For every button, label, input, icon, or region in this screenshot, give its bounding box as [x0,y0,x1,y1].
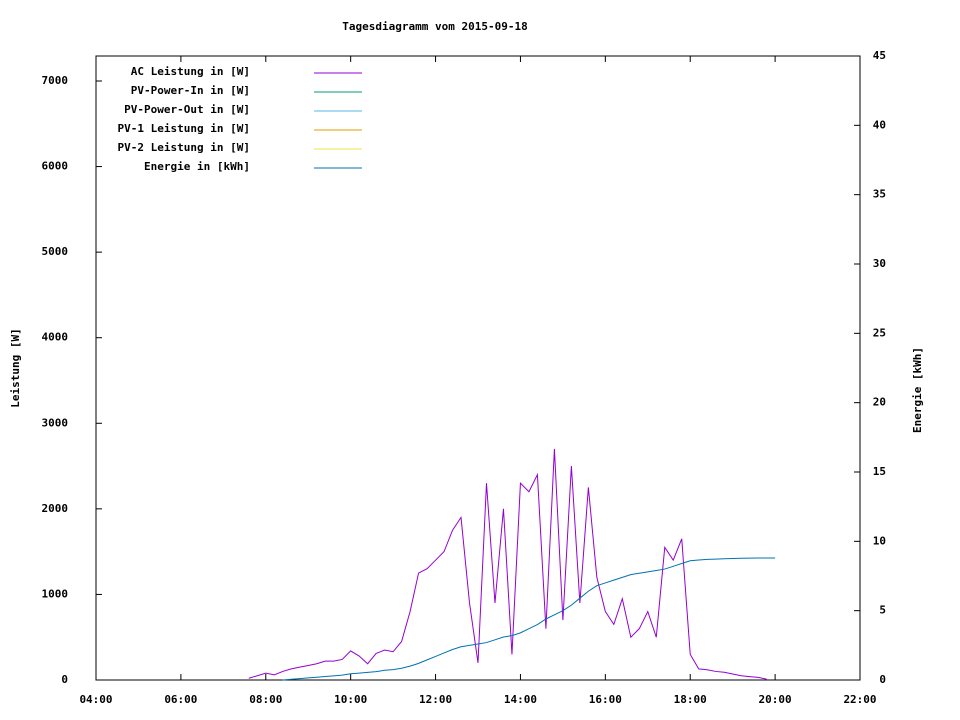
x-tick-label: 20:00 [759,693,792,706]
y2-tick-label: 30 [873,257,886,270]
series-line [248,448,767,680]
y-tick-label: 2000 [42,502,69,515]
y-tick-label: 5000 [42,245,69,258]
legend-label: Energie in [kWh] [144,160,250,173]
y-tick-label: 4000 [42,331,69,344]
legend-label: PV-Power-Out in [W] [124,103,250,116]
y-tick-label: 0 [61,673,68,686]
x-tick-label: 06:00 [164,693,197,706]
plot-frame [95,55,861,681]
x-tick-label: 14:00 [504,693,537,706]
y-tick-label: 3000 [42,416,69,429]
y2-tick-label: 40 [873,118,886,131]
legend-label: PV-Power-In in [W] [131,84,250,97]
x-tick-label: 12:00 [419,693,452,706]
y2-tick-label: 0 [879,673,886,686]
y2-tick-label: 35 [873,188,886,201]
x-tick-label: 16:00 [589,693,622,706]
series-line [282,557,776,681]
y-axis-label: Leistung [W] [9,328,22,407]
x-tick-label: 04:00 [79,693,112,706]
y-tick-label: 7000 [42,74,69,87]
y2-axis-label: Energie [kWh] [911,347,924,433]
x-tick-label: 10:00 [334,693,367,706]
y2-tick-label: 25 [873,326,886,339]
x-tick-label: 08:00 [249,693,282,706]
y-tick-label: 6000 [42,160,69,173]
legend-label: PV-2 Leistung in [W] [118,141,250,154]
x-tick-label: 18:00 [674,693,707,706]
legend-label: AC Leistung in [W] [131,65,250,78]
y2-tick-label: 20 [873,396,886,409]
y2-tick-label: 10 [873,534,886,547]
y2-tick-label: 15 [873,465,886,478]
y-tick-label: 1000 [42,587,69,600]
y2-tick-label: 5 [879,604,886,617]
chart-title: Tagesdiagramm vom 2015-09-18 [342,20,527,33]
y2-tick-label: 45 [873,49,886,62]
legend-label: PV-1 Leistung in [W] [118,122,250,135]
x-tick-label: 22:00 [843,693,876,706]
